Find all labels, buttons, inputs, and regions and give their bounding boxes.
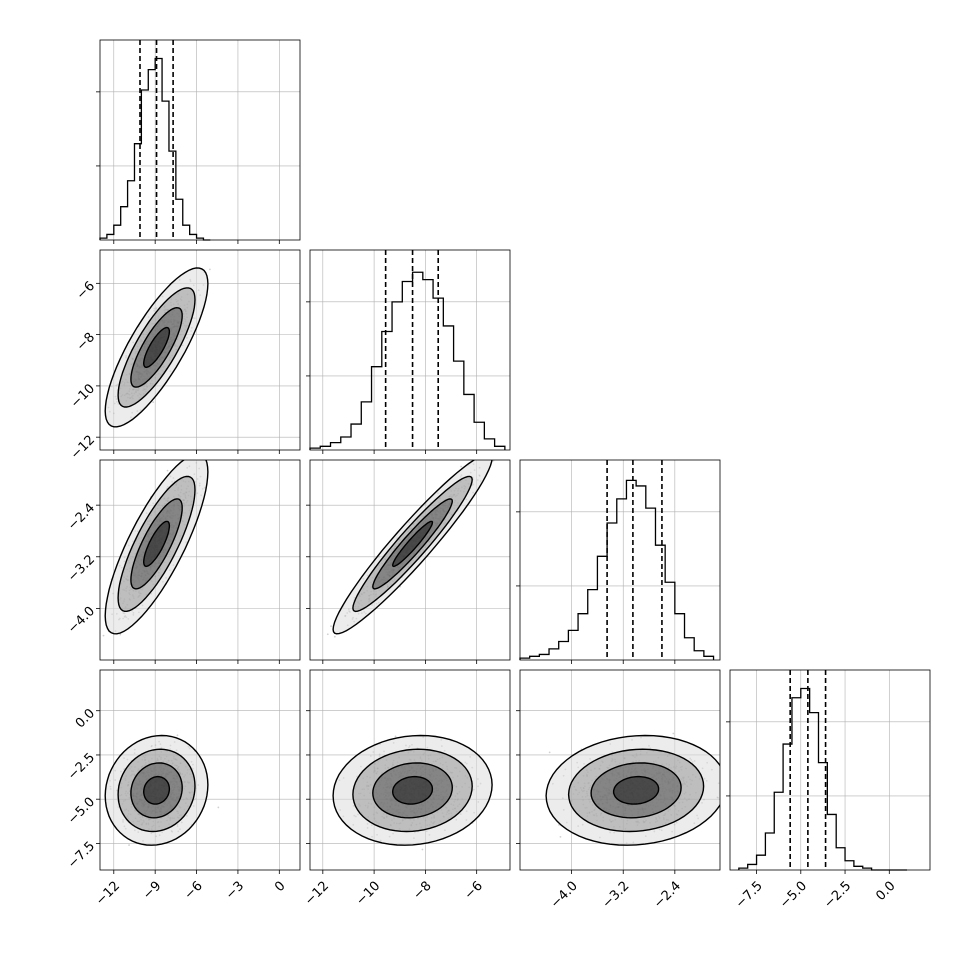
- density-fill-0: [143, 327, 170, 368]
- x-tick-label: −9: [140, 879, 164, 903]
- contour-2-1-1: [372, 498, 454, 590]
- contour-2-0-3: [104, 460, 209, 635]
- y-tick-label: −12: [68, 433, 98, 463]
- y-tick-label: −2.4: [65, 501, 98, 534]
- scatter-2-0: [87, 445, 210, 685]
- contour-2-1-0: [391, 520, 434, 568]
- scatter-3-0: [104, 734, 220, 846]
- panel-frame-3-0: [99, 669, 301, 871]
- contour-1-0-0: [142, 326, 171, 368]
- sample-point: [208, 268, 211, 271]
- density-fill-0: [392, 776, 433, 805]
- contour-2-1-3: [332, 460, 493, 635]
- sample-point: [87, 654, 89, 656]
- y-tick-label: −5.0: [65, 795, 98, 828]
- density-fill-0: [392, 521, 433, 567]
- sample-point: [548, 751, 551, 754]
- x-tick-label: −6: [462, 879, 486, 903]
- contour-1-0-2: [117, 287, 196, 408]
- y-tick-label: 0.0: [73, 706, 98, 731]
- sample-point: [394, 735, 397, 738]
- panel-3-1: −12 −10 −8 −6: [302, 669, 511, 909]
- sample-point: [128, 844, 130, 846]
- scatter-1-0: [104, 267, 211, 428]
- panel-1-0: −12 −10 −8 −6: [68, 249, 301, 463]
- sample-point: [176, 734, 179, 737]
- panel-frame-2-0: [99, 459, 301, 661]
- x-tick-label: −3: [223, 879, 247, 903]
- panel-0-0: [96, 39, 301, 244]
- histogram-0: [99, 57, 211, 241]
- histogram-1: [309, 271, 506, 450]
- sample-point: [727, 830, 729, 832]
- contour-1-0-1: [130, 306, 183, 388]
- x-tick-label: 0: [272, 879, 288, 895]
- contour-3-0-3: [104, 734, 209, 846]
- x-tick-label: −10: [353, 879, 383, 909]
- sample-point: [102, 634, 105, 637]
- panel-2-1: [306, 459, 511, 664]
- panel-3-0: −12 −9 −6 −3 0 −7.5 −5.0 −2.5 0.0: [65, 669, 301, 909]
- y-tick-label: −7.5: [65, 839, 98, 872]
- contour-3-1-3: [332, 734, 493, 846]
- panel-frame-2-1: [309, 459, 511, 661]
- sample-point: [421, 848, 424, 851]
- y-tick-label: −2.5: [65, 750, 98, 783]
- y-tick-label: −6: [74, 279, 98, 303]
- sample-point: [166, 469, 169, 472]
- density-fill-0: [143, 521, 170, 567]
- contour-3-1-1: [372, 762, 454, 819]
- contour-2-0-2: [117, 475, 196, 612]
- x-tick-label: −8: [410, 879, 434, 903]
- y-tick-label: −3.2: [65, 552, 98, 585]
- x-tick-label: −12: [302, 879, 332, 909]
- sample-point: [330, 625, 332, 628]
- contour-3-1-2: [352, 748, 473, 833]
- panel-2-2: [516, 459, 721, 664]
- histogram-2: [519, 479, 715, 660]
- density-fill-0: [143, 776, 170, 805]
- panel-1-1: [306, 249, 511, 454]
- x-tick-label: −12: [93, 879, 123, 909]
- contour-3-0-2: [117, 748, 196, 833]
- scatter-3-1: [332, 734, 493, 851]
- contour-3-1-0: [391, 775, 434, 805]
- sample-point: [333, 635, 336, 638]
- sample-point: [91, 683, 93, 685]
- panel-3-2: −4.0 −3.2 −2.4: [516, 669, 729, 912]
- contour-1-0-3: [104, 267, 209, 428]
- y-tick-label: −4.0: [65, 604, 98, 637]
- sample-point: [460, 465, 463, 468]
- panel-frame-2-2: [519, 459, 721, 661]
- contour-2-0-1: [130, 498, 183, 590]
- contour-3-0-0: [142, 775, 171, 805]
- sample-point: [152, 401, 155, 404]
- sample-point: [217, 806, 220, 809]
- panel-frame-0-0: [99, 39, 301, 241]
- scatter-2-1: [326, 460, 495, 638]
- x-tick-label: −6: [182, 879, 206, 903]
- panel-frame-1-1: [309, 249, 511, 451]
- sample-point: [326, 633, 329, 636]
- panel-frame-3-1: [309, 669, 511, 871]
- scatter-3-2: [545, 732, 729, 846]
- y-tick-label: −10: [68, 381, 98, 411]
- panel-2-0: −4.0 −3.2 −2.4: [65, 445, 301, 685]
- panel-frame-1-0: [99, 249, 301, 451]
- sample-point: [119, 633, 122, 636]
- contour-2-1-2: [352, 475, 473, 613]
- sample-point: [208, 445, 210, 447]
- y-tick-label: −8: [74, 330, 98, 354]
- contour-2-0-0: [142, 520, 171, 567]
- contour-3-0-1: [130, 762, 183, 819]
